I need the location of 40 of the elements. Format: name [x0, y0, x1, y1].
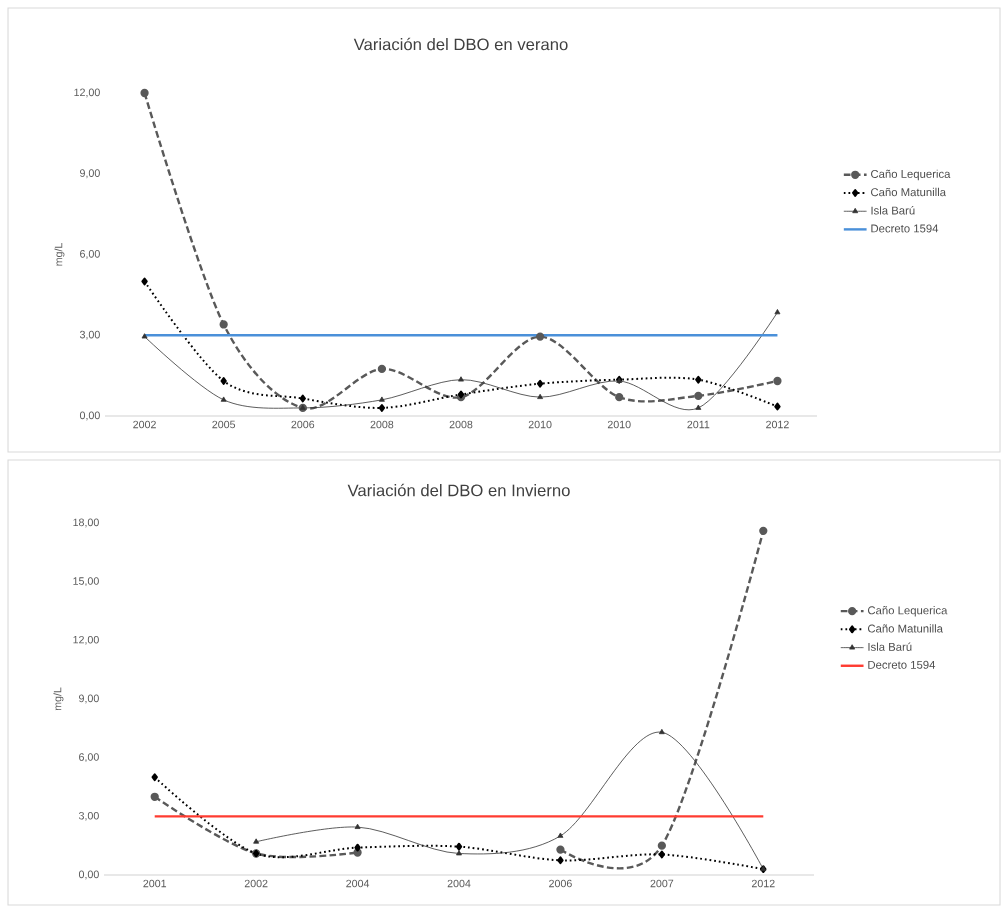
- y-tick-label: 0,00: [78, 870, 99, 880]
- legend-label: Decreto 1594: [871, 224, 939, 233]
- y-tick-label: 6,00: [80, 250, 100, 259]
- y-tick-label: 0,00: [79, 411, 100, 421]
- x-tick-label: 2011: [687, 420, 710, 429]
- legend-label: Decreto 1594: [868, 660, 936, 669]
- y-tick-label: 3,00: [78, 811, 99, 821]
- x-tick-label: 2012: [751, 879, 775, 888]
- chart-title: Variación del DBO en verano: [353, 37, 568, 51]
- x-tick-label: 2002: [244, 879, 268, 888]
- y-tick-label: 9,00: [79, 694, 99, 704]
- legend-label: Isla Barú: [871, 206, 915, 215]
- legend-label: Caño Matunilla: [867, 624, 943, 633]
- y-tick-label: 18,00: [73, 518, 99, 528]
- x-tick-label: 2007: [650, 879, 674, 888]
- legend-label: Caño Matunilla: [871, 187, 947, 197]
- legend-label: Isla Barú: [868, 642, 912, 651]
- x-tick-label: 2010: [528, 420, 552, 429]
- y-tick-label: 6,00: [79, 753, 99, 763]
- x-tick-label: 2004: [447, 879, 471, 888]
- x-tick-label: 2012: [766, 420, 789, 429]
- y-tick-label: 9,00: [80, 169, 100, 179]
- x-tick-label: 2006: [549, 879, 572, 888]
- y-axis-title: mg/L: [53, 687, 64, 711]
- y-tick-label: 12,00: [73, 635, 99, 645]
- x-tick-label: 2002: [133, 420, 156, 429]
- legend-label: Caño Lequerica: [871, 169, 951, 181]
- x-tick-label: 2004: [346, 879, 370, 888]
- x-tick-label: 2008: [370, 420, 394, 429]
- y-axis-title: mg/L: [54, 242, 65, 266]
- y-tick-label: 3,00: [79, 330, 100, 340]
- chart-title: Variación del DBO en Invierno: [347, 483, 570, 497]
- legend-label: Caño Lequerica: [867, 606, 948, 617]
- x-tick-label: 2006: [291, 420, 315, 429]
- x-tick-label: 2005: [212, 420, 236, 429]
- x-tick-label: 2008: [449, 420, 473, 429]
- x-tick-label: 2001: [143, 879, 167, 888]
- y-tick-label: 15,00: [73, 577, 99, 587]
- y-tick-label: 12,00: [74, 88, 100, 98]
- x-tick-label: 2010: [607, 420, 631, 429]
